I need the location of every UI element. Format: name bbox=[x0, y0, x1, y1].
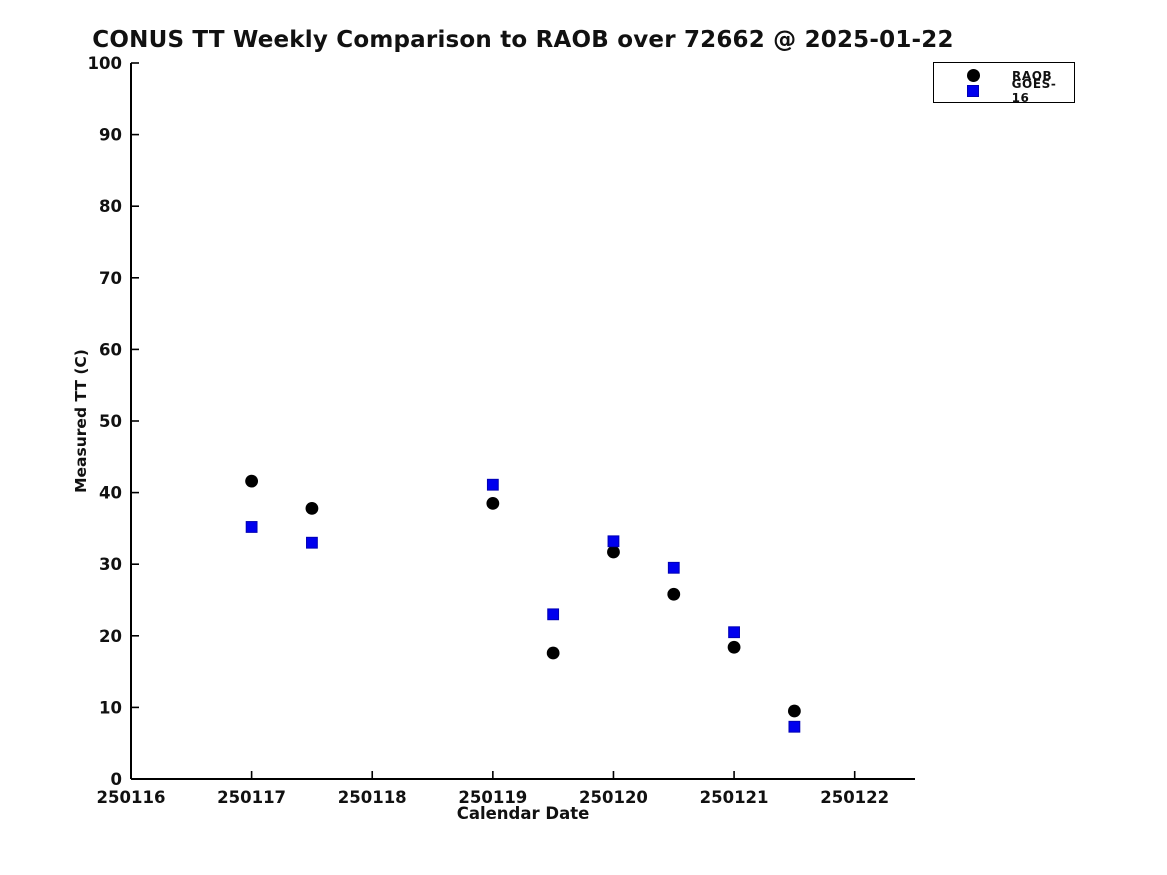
x-tick-label: 250121 bbox=[700, 788, 769, 807]
y-tick-label: 90 bbox=[99, 126, 122, 145]
legend-item-raob: RAOB bbox=[934, 68, 1074, 83]
legend-label-goes16: GOES-16 bbox=[1011, 76, 1057, 105]
legend-item-goes16: GOES-16 bbox=[934, 77, 1074, 105]
goes16-square-marker-icon bbox=[966, 84, 979, 97]
data-point-raob bbox=[667, 587, 681, 601]
y-tick-label: 0 bbox=[111, 770, 122, 789]
y-tick-label: 100 bbox=[88, 54, 122, 73]
y-tick-label: 10 bbox=[99, 698, 122, 717]
x-tick-label: 250116 bbox=[97, 788, 166, 807]
raob-circle-marker-icon bbox=[966, 69, 980, 82]
x-tick-label: 250118 bbox=[338, 788, 407, 807]
data-point-raob bbox=[305, 501, 319, 515]
y-tick-label: 40 bbox=[99, 484, 122, 503]
data-point-goes-16 bbox=[607, 535, 620, 548]
y-tick-label: 20 bbox=[99, 627, 122, 646]
data-point-goes-16 bbox=[486, 478, 499, 491]
data-point-goes-16 bbox=[306, 536, 318, 549]
legend-label-raob: RAOB bbox=[1012, 68, 1053, 83]
data-point-raob bbox=[546, 646, 560, 660]
data-point-raob bbox=[607, 545, 620, 559]
x-axis-label: Calendar Date bbox=[456, 804, 590, 823]
legend: RAOB GOES-16 bbox=[933, 62, 1075, 105]
x-tick-label: 250119 bbox=[458, 788, 527, 807]
data-point-goes-16 bbox=[667, 561, 680, 574]
x-tick-label: 250117 bbox=[217, 788, 286, 807]
y-tick-label: 80 bbox=[99, 197, 122, 216]
chart-title: CONUS TT Weekly Comparison to RAOB over … bbox=[92, 27, 954, 53]
legend-marker-cell bbox=[934, 69, 1012, 82]
data-point-goes-16 bbox=[728, 626, 740, 639]
data-point-raob bbox=[486, 496, 500, 510]
x-tick-label: 250120 bbox=[579, 788, 648, 807]
data-point-goes-16 bbox=[245, 521, 258, 533]
y-tick-label: 50 bbox=[99, 412, 122, 431]
y-tick-label: 30 bbox=[99, 555, 122, 574]
x-tick-label: 250122 bbox=[820, 788, 889, 807]
data-point-goes-16 bbox=[547, 608, 560, 621]
data-point-goes-16 bbox=[788, 720, 801, 733]
data-point-raob bbox=[787, 704, 801, 718]
y-tick-label: 60 bbox=[99, 340, 122, 359]
data-point-raob bbox=[245, 474, 259, 488]
y-tick-label: 70 bbox=[99, 269, 122, 288]
data-point-raob bbox=[727, 640, 741, 654]
legend-marker-cell bbox=[934, 84, 1012, 97]
